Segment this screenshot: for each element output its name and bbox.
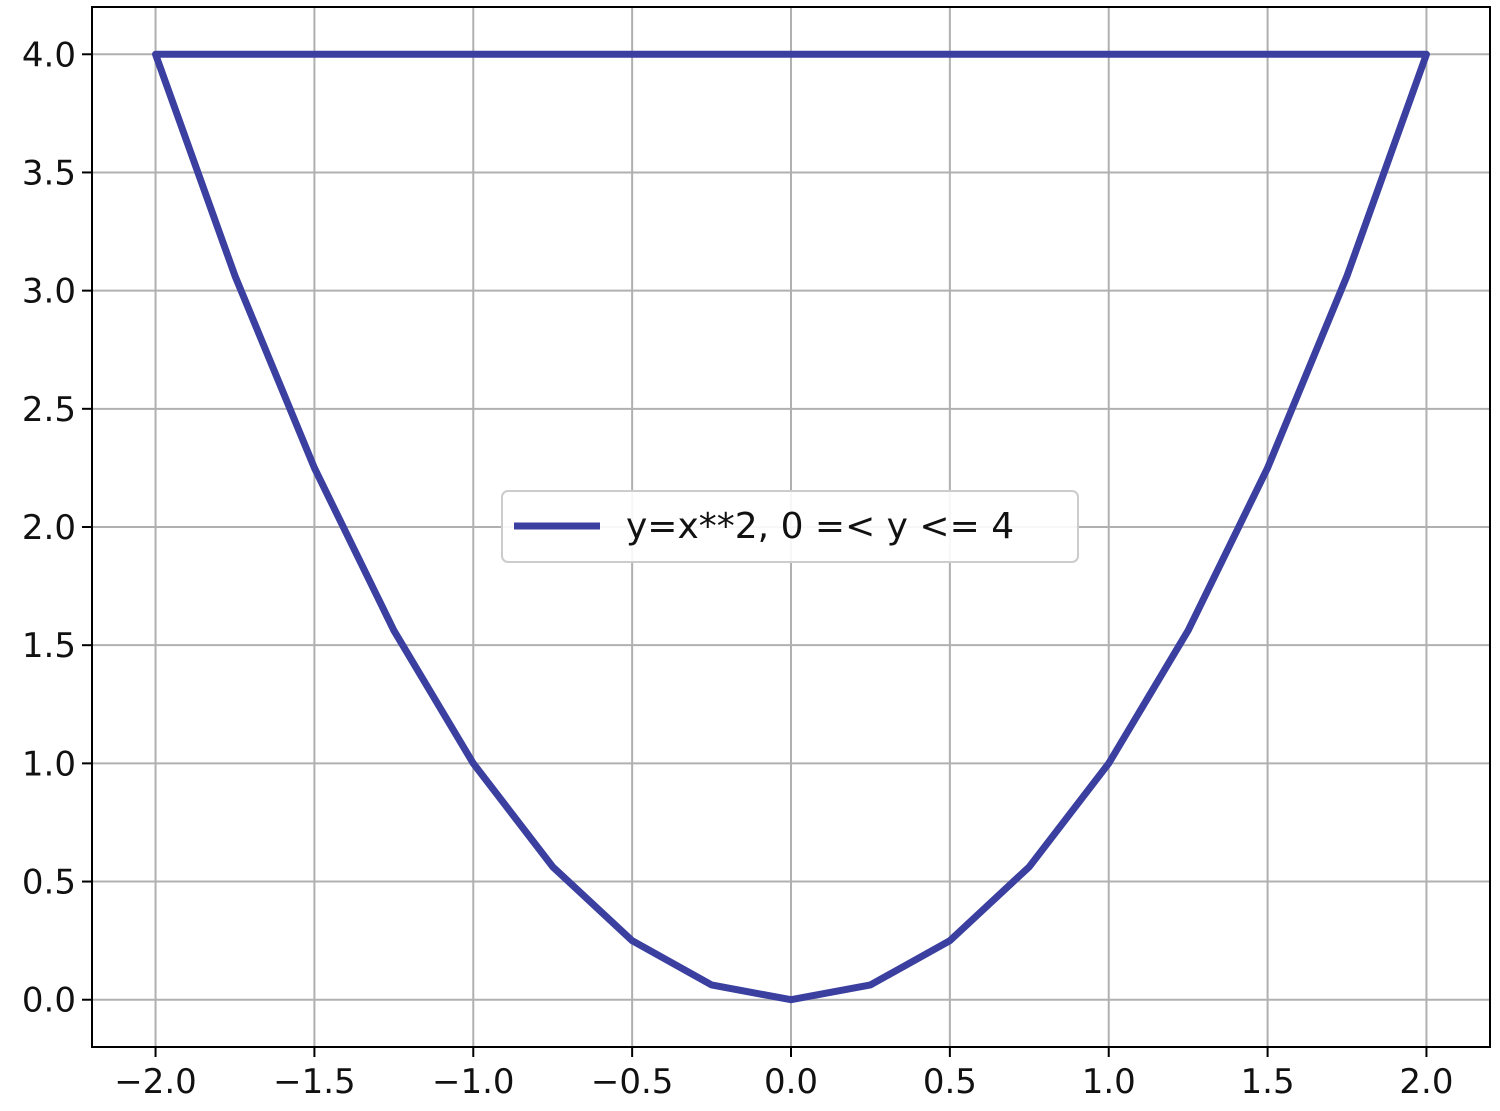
x-tick-label: −2.0: [114, 1062, 197, 1102]
y-tick-label: 2.0: [22, 508, 76, 548]
legend-label: y=x**2, 0 =< y <= 4: [626, 506, 1014, 547]
series-layer: [152, 50, 1430, 1004]
y-tick-label: 0.5: [22, 863, 76, 903]
x-tick-label: −1.0: [432, 1062, 515, 1102]
x-tick-label: −0.5: [591, 1062, 674, 1102]
y-tick-label: 4.0: [22, 35, 76, 75]
x-tick-label: 2.0: [1399, 1062, 1453, 1102]
x-tick-label: −1.5: [273, 1062, 356, 1102]
y-tick-label: 0.0: [22, 981, 76, 1021]
series-line: [152, 50, 1430, 1004]
y-tick-label: 3.0: [22, 272, 76, 312]
x-tick-label: 1.0: [1082, 1062, 1136, 1102]
x-tick-label: 0.0: [764, 1062, 818, 1102]
y-tick-label: 1.5: [22, 626, 76, 666]
y-tick-label: 1.0: [22, 744, 76, 784]
axis-ticks: −2.0 −1.5 −1.0 −0.5 0.0 0.5 1.0 1.5 2.0 0.0 0.5 1.0…: [22, 35, 1454, 1102]
y-tick-label: 3.5: [22, 153, 76, 193]
x-tick-label: 1.5: [1241, 1062, 1295, 1102]
legend: y=x**2, 0 =< y <= 4: [501, 490, 1079, 563]
y-tick-label: 2.5: [22, 390, 76, 430]
x-tick-label: 0.5: [923, 1062, 977, 1102]
legend-box: [501, 490, 1079, 563]
